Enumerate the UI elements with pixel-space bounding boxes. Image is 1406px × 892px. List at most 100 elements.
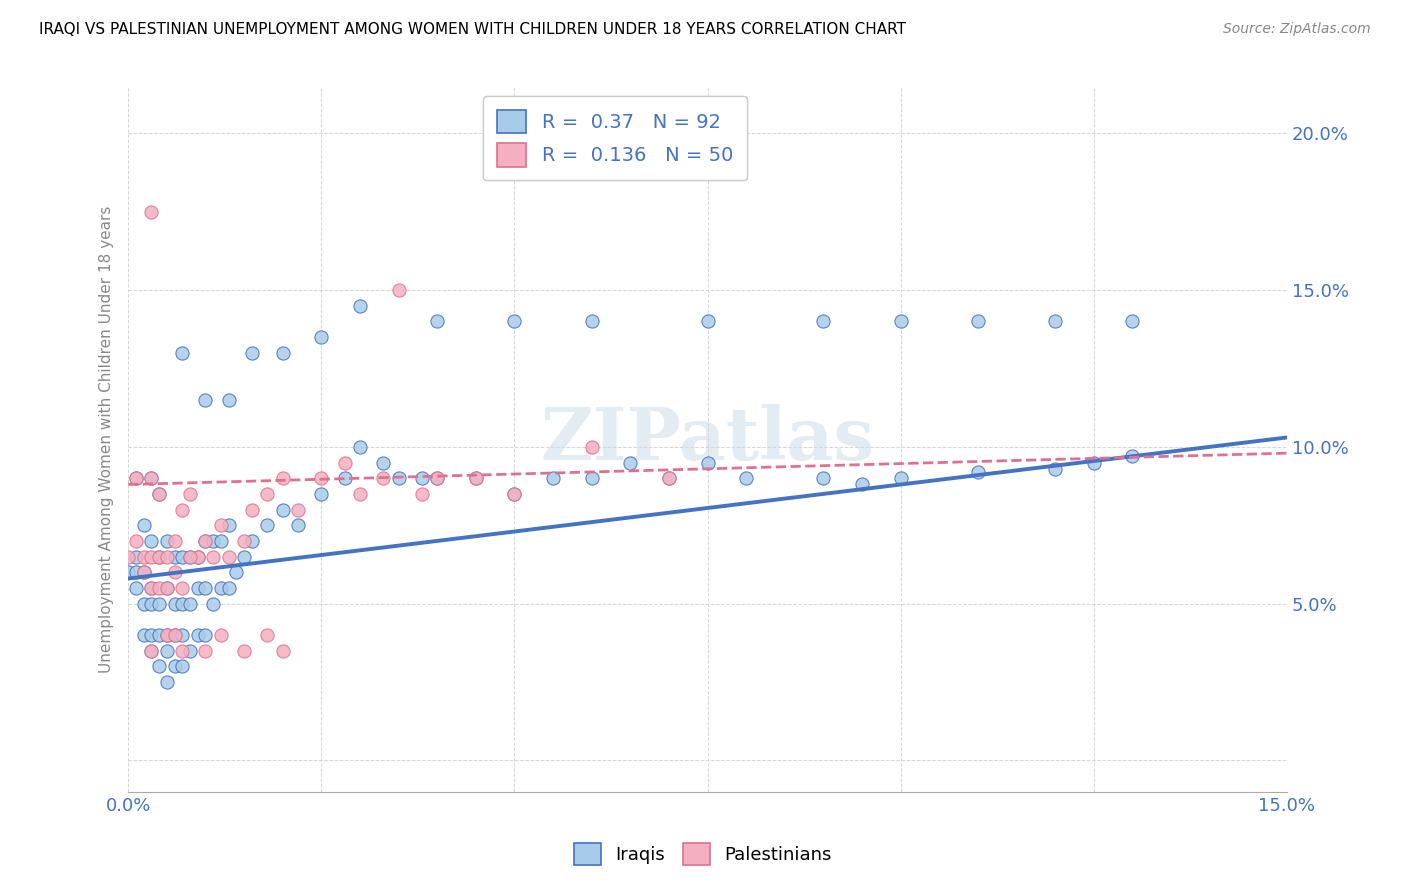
Point bbox=[148, 549, 170, 564]
Point bbox=[349, 440, 371, 454]
Point bbox=[1083, 456, 1105, 470]
Point bbox=[503, 487, 526, 501]
Point bbox=[141, 597, 163, 611]
Point bbox=[194, 392, 217, 407]
Point bbox=[426, 471, 449, 485]
Point bbox=[148, 549, 170, 564]
Point bbox=[125, 471, 148, 485]
Point bbox=[141, 204, 163, 219]
Point bbox=[1045, 314, 1067, 328]
Point bbox=[163, 549, 186, 564]
Point bbox=[287, 502, 309, 516]
Point bbox=[156, 581, 179, 595]
Point bbox=[132, 566, 155, 580]
Point bbox=[156, 628, 179, 642]
Point bbox=[218, 518, 240, 533]
Point bbox=[735, 471, 758, 485]
Point bbox=[202, 533, 225, 548]
Point bbox=[218, 549, 240, 564]
Point bbox=[373, 471, 395, 485]
Point bbox=[125, 566, 148, 580]
Text: IRAQI VS PALESTINIAN UNEMPLOYMENT AMONG WOMEN WITH CHILDREN UNDER 18 YEARS CORRE: IRAQI VS PALESTINIAN UNEMPLOYMENT AMONG … bbox=[39, 22, 907, 37]
Point bbox=[890, 471, 912, 485]
Point bbox=[132, 549, 155, 564]
Point bbox=[125, 549, 148, 564]
Point bbox=[311, 487, 333, 501]
Point bbox=[388, 283, 411, 297]
Point bbox=[148, 597, 170, 611]
Point bbox=[271, 502, 294, 516]
Point bbox=[141, 549, 163, 564]
Point bbox=[581, 440, 603, 454]
Point bbox=[148, 581, 170, 595]
Point bbox=[240, 502, 263, 516]
Point bbox=[179, 487, 201, 501]
Point bbox=[125, 581, 148, 595]
Point bbox=[148, 487, 170, 501]
Point bbox=[179, 597, 201, 611]
Point bbox=[218, 392, 240, 407]
Point bbox=[1121, 450, 1143, 464]
Point bbox=[141, 471, 163, 485]
Point bbox=[194, 628, 217, 642]
Point bbox=[202, 549, 225, 564]
Point bbox=[202, 597, 225, 611]
Point bbox=[271, 643, 294, 657]
Point bbox=[156, 581, 179, 595]
Point bbox=[225, 566, 247, 580]
Point bbox=[209, 518, 232, 533]
Point bbox=[209, 581, 232, 595]
Point bbox=[141, 471, 163, 485]
Point bbox=[141, 581, 163, 595]
Point bbox=[125, 471, 148, 485]
Point bbox=[163, 628, 186, 642]
Point bbox=[581, 471, 603, 485]
Point bbox=[426, 471, 449, 485]
Point bbox=[172, 597, 194, 611]
Point bbox=[503, 487, 526, 501]
Point bbox=[333, 456, 356, 470]
Point bbox=[426, 314, 449, 328]
Point bbox=[209, 628, 232, 642]
Point bbox=[117, 566, 139, 580]
Point bbox=[132, 597, 155, 611]
Point bbox=[233, 643, 256, 657]
Point bbox=[696, 456, 718, 470]
Point bbox=[156, 628, 179, 642]
Point bbox=[194, 643, 217, 657]
Point bbox=[194, 533, 217, 548]
Point bbox=[172, 659, 194, 673]
Point bbox=[141, 628, 163, 642]
Point bbox=[581, 314, 603, 328]
Point bbox=[240, 346, 263, 360]
Point bbox=[287, 518, 309, 533]
Point bbox=[132, 628, 155, 642]
Point bbox=[148, 487, 170, 501]
Point bbox=[172, 346, 194, 360]
Legend: R =  0.37   N = 92, R =  0.136   N = 50: R = 0.37 N = 92, R = 0.136 N = 50 bbox=[484, 96, 747, 180]
Point bbox=[464, 471, 486, 485]
Point bbox=[148, 659, 170, 673]
Point bbox=[172, 502, 194, 516]
Point bbox=[163, 597, 186, 611]
Point bbox=[172, 643, 194, 657]
Text: ZIPatlas: ZIPatlas bbox=[540, 403, 875, 475]
Point bbox=[333, 471, 356, 485]
Point bbox=[163, 533, 186, 548]
Point bbox=[187, 628, 209, 642]
Point bbox=[503, 314, 526, 328]
Point bbox=[233, 533, 256, 548]
Point bbox=[156, 533, 179, 548]
Point bbox=[311, 330, 333, 344]
Y-axis label: Unemployment Among Women with Children Under 18 years: Unemployment Among Women with Children U… bbox=[100, 205, 114, 673]
Point bbox=[141, 643, 163, 657]
Point bbox=[179, 549, 201, 564]
Point bbox=[233, 549, 256, 564]
Point bbox=[349, 487, 371, 501]
Point bbox=[156, 675, 179, 690]
Point bbox=[851, 477, 873, 491]
Point bbox=[388, 471, 411, 485]
Point bbox=[349, 299, 371, 313]
Point bbox=[696, 314, 718, 328]
Legend: Iraqis, Palestinians: Iraqis, Palestinians bbox=[567, 836, 839, 872]
